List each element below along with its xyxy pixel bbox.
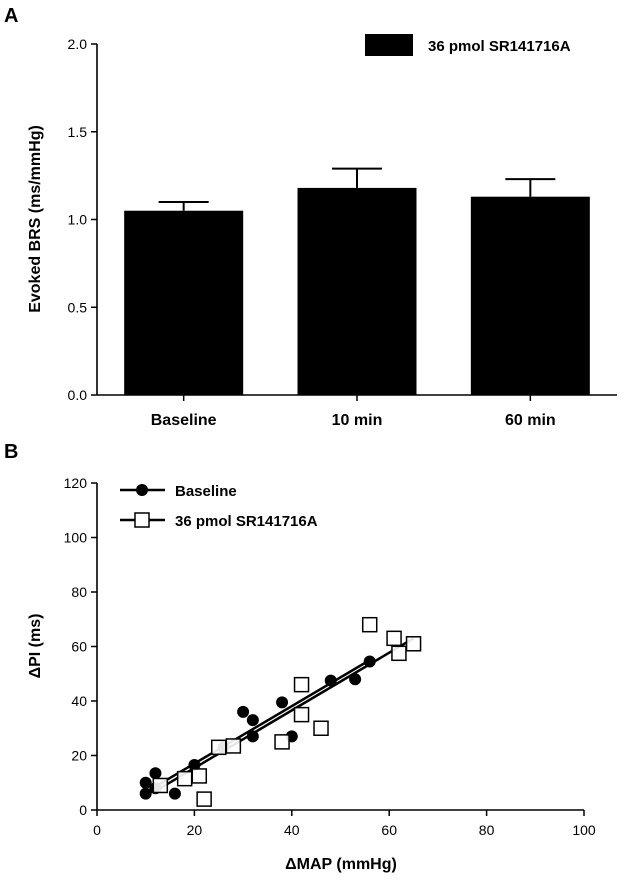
baseline-point xyxy=(237,705,250,718)
sr141716a-point xyxy=(313,720,329,736)
panel-b-y-tick-label: 120 xyxy=(64,475,88,491)
baseline-point xyxy=(149,767,162,780)
legend-baseline-marker xyxy=(136,484,148,496)
panel-a-bar xyxy=(297,187,417,395)
panel-a-bars xyxy=(124,167,590,395)
baseline-point xyxy=(168,787,181,800)
sr141716a-point xyxy=(225,738,242,754)
panel-b-legend: Baseline 36 pmol SR141716A xyxy=(120,483,318,530)
baseline-point xyxy=(349,673,362,686)
panel-b-x-ticks: 0 20 40 60 80 100 xyxy=(93,810,596,838)
baseline-point xyxy=(246,714,259,727)
panel-a-y-tick-label: 0.5 xyxy=(68,299,88,315)
panel-a-y-tick-label: 1.5 xyxy=(68,124,88,140)
panel-a-y-tick-label: 0.0 xyxy=(68,387,88,403)
panel-a-bar-chart: A Evoked BRS (ms/mmHg) 0.0 0.5 1.0 1.5 2.0 B… xyxy=(4,5,617,429)
panel-a-category-labels: Baseline 10 min 60 min xyxy=(151,395,556,429)
panel-b-x-tick-label: 20 xyxy=(187,822,203,838)
baseline-point xyxy=(139,787,152,800)
panel-b-x-tick-label: 100 xyxy=(572,822,596,838)
panel-b-y-ticks: 0 20 40 60 80 100 120 xyxy=(64,475,97,818)
panel-b-x-tick-label: 0 xyxy=(93,822,101,838)
sr141716a-point xyxy=(386,630,402,647)
panel-a-y-axis-title: Evoked BRS (ms/mmHg) xyxy=(27,125,44,313)
panel-b-x-tick-label: 40 xyxy=(284,822,300,838)
sr141716a-point xyxy=(391,645,407,662)
baseline-point xyxy=(324,674,337,687)
panel-b-scatter-chart: B ΔPI (ms) ΔMAP (mmHg) 0 20 40 60 80 100 120 0… xyxy=(4,441,596,873)
panel-a-legend-swatch xyxy=(365,34,413,56)
panel-b-y-tick-label: 40 xyxy=(71,693,87,709)
sr141716a-point xyxy=(152,777,169,794)
panel-a-category-label: 60 min xyxy=(505,412,556,429)
panel-b-y-tick-label: 20 xyxy=(71,748,87,764)
baseline-point xyxy=(276,696,289,709)
sr141716a-point xyxy=(274,734,290,750)
sr141716a-point xyxy=(361,616,378,633)
sr141716a-point xyxy=(211,739,227,756)
panel-a-letter: A xyxy=(4,5,18,27)
baseline-point xyxy=(139,776,152,789)
panel-b-x-tick-label: 60 xyxy=(381,822,397,838)
legend-sr-marker xyxy=(134,512,150,528)
panel-b-y-tick-label: 0 xyxy=(79,802,87,818)
panel-b-letter: B xyxy=(4,441,18,463)
panel-b-data-points xyxy=(139,616,422,807)
sr141716a-point xyxy=(293,676,310,693)
panel-a-legend: 36 pmol SR141716A xyxy=(365,34,571,56)
legend-sr-label: 36 pmol SR141716A xyxy=(175,513,318,530)
panel-a-y-tick-label: 2.0 xyxy=(68,36,88,52)
panel-b-x-tick-label: 80 xyxy=(479,822,495,838)
legend-baseline-label: Baseline xyxy=(175,483,237,500)
panel-a-y-ticks: 0.0 0.5 1.0 1.5 2.0 xyxy=(68,36,97,403)
panel-a-category-label: 10 min xyxy=(332,412,383,429)
panel-a-bar xyxy=(124,210,244,395)
panel-a-category-label: Baseline xyxy=(151,412,217,429)
panel-a-bar xyxy=(470,196,590,395)
panel-b-y-tick-label: 100 xyxy=(64,530,88,546)
sr141716a-point xyxy=(405,636,422,652)
sr141716a-point xyxy=(293,706,310,723)
baseline-point xyxy=(246,730,259,743)
panel-b-y-axis-title: ΔPI (ms) xyxy=(27,614,44,679)
panel-b-y-tick-label: 60 xyxy=(71,639,87,655)
panel-b-x-axis-title: ΔMAP (mmHg) xyxy=(285,856,397,873)
baseline-point xyxy=(188,759,201,772)
sr141716a-point xyxy=(191,768,208,784)
baseline-point xyxy=(363,655,376,668)
panel-b-y-tick-label: 80 xyxy=(71,584,87,600)
sr141716a-point xyxy=(196,791,212,807)
panel-a-y-tick-label: 1.0 xyxy=(68,212,88,228)
sr141716a-point xyxy=(176,770,193,787)
panel-a-legend-label: 36 pmol SR141716A xyxy=(428,38,571,55)
